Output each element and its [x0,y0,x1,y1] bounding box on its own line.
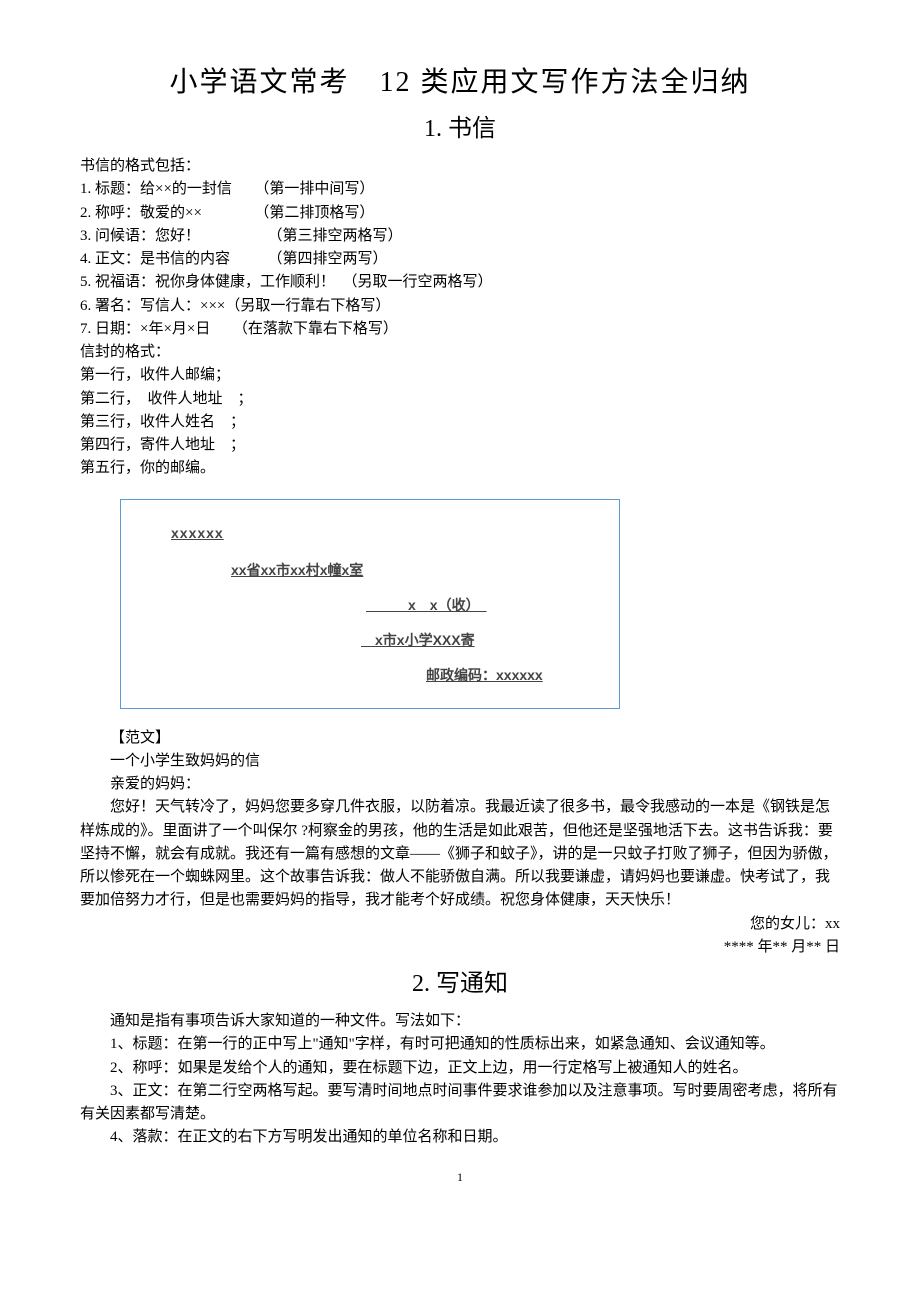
notice-item: 2、称呼：如果是发给个人的通知，要在标题下边，正文上边，用一行定格写上被通知人的… [80,1057,840,1080]
example-label: 【范文】 [80,727,840,750]
section1-content: 书信的格式包括： 1. 标题：给××的一封信 （第一排中间写） 2. 称呼：敬爱… [80,155,840,481]
main-title: 小学语文常考 12 类应用文写作方法全归纳 [80,60,840,100]
notice-item: 3、正文：在第二行空两格写起。要写清时间地点时间事件要求谁参加以及注意事项。写时… [80,1080,840,1127]
letter-format-item: 1. 标题：给××的一封信 （第一排中间写） [80,178,840,201]
letter-format-item: 6. 署名：写信人：×××（另取一行靠右下格写） [80,295,840,318]
example-date: **** 年** 月** 日 [80,936,840,959]
envelope-send-postcode: 邮政编码：xxxxxx [426,665,543,685]
envelope-format-line: 第三行，收件人姓名 ； [80,411,840,434]
example-section: 【范文】 一个小学生致妈妈的信 亲爱的妈妈： 您好！天气转冷了，妈妈您要多穿几件… [80,727,840,960]
envelope-postcode: xxxxxx [171,525,224,541]
envelope-sender: x市x小学XXX寄 [361,630,475,650]
letter-format-item: 4. 正文：是书信的内容 （第四排空两写） [80,248,840,271]
letter-format-intro: 书信的格式包括： [80,155,840,178]
envelope-format-line: 第五行，你的邮编。 [80,457,840,480]
envelope-format-line: 第一行，收件人邮编； [80,364,840,387]
example-title: 一个小学生致妈妈的信 [80,750,840,773]
notice-intro: 通知是指有事项告诉大家知道的一种文件。写法如下： [80,1010,840,1033]
letter-format-item: 5. 祝福语：祝你身体健康，工作顺利！ （另取一行空两格写） [80,271,840,294]
envelope-format-line: 第四行，寄件人地址 ； [80,434,840,457]
envelope-format-intro: 信封的格式： [80,341,840,364]
section2-content: 通知是指有事项告诉大家知道的一种文件。写法如下： 1、标题：在第一行的正中写上"… [80,1010,840,1150]
envelope-format-line: 第二行， 收件人地址 ； [80,388,840,411]
notice-item: 4、落款：在正文的右下方写明发出通知的单位名称和日期。 [80,1126,840,1149]
letter-format-item: 3. 问候语：您好！ （第三排空两格写） [80,225,840,248]
envelope-diagram: xxxxxx xx省xx市xx村x幢x室 x x（收） x市x小学XXX寄 邮政… [120,499,620,709]
notice-item: 1、标题：在第一行的正中写上"通知"字样，有时可把通知的性质标出来，如紧急通知、… [80,1033,840,1056]
section2-title: 2. 写通知 [80,963,840,998]
section1-title: 1. 书信 [80,108,840,143]
example-salutation: 亲爱的妈妈： [80,773,840,796]
letter-format-item: 7. 日期：×年×月×日 （在落款下靠右下格写） [80,318,840,341]
page-number: 1 [80,1170,840,1185]
envelope-address: xx省xx市xx村x幢x室 [231,560,363,580]
envelope-recipient: x x（收） [366,595,487,615]
letter-format-item: 2. 称呼：敬爱的×× （第二排顶格写） [80,202,840,225]
example-body: 您好！天气转冷了，妈妈您要多穿几件衣服，以防着凉。我最近读了很多书，最令我感动的… [80,796,840,912]
example-signature: 您的女儿：xx [80,913,840,936]
